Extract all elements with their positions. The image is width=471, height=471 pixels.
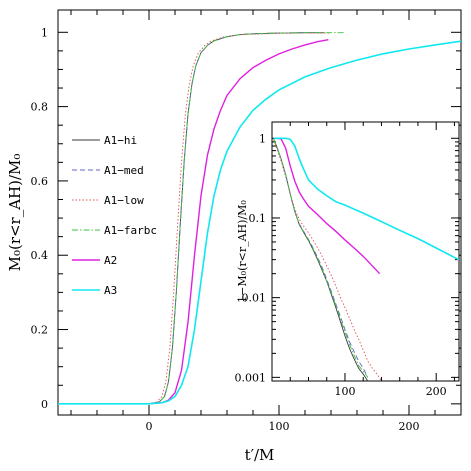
inset-plot-frame (271, 121, 460, 382)
y-tick-label: 1 (41, 26, 48, 39)
inset-series-line-a2 (273, 137, 381, 275)
series-line-a3 (58, 40, 461, 405)
y-tick-label: 0.6 (31, 175, 49, 188)
inset-plot: 100 200 1 0.1 0.01 0.001 1−M₀(r<r_AH)/M₀ (235, 121, 460, 398)
legend: A1−hi A1−med A1−low A1−farbc A2 A3 (72, 134, 157, 297)
inset-series-line-a1-low (273, 139, 382, 381)
inset-x-tick-label: 200 (426, 385, 447, 398)
y-axis-label: M₀(r<r_AH)/M₀ (6, 154, 24, 272)
inset-y-tick-label: 1 (259, 132, 266, 145)
x-axis-label: t′/M (245, 446, 275, 464)
main-plot-frame (57, 9, 462, 416)
x-tick-label: 200 (399, 420, 420, 433)
x-tick-label: 0 (146, 420, 153, 433)
inset-x-tick-label: 100 (334, 385, 355, 398)
legend-label-a1-low: A1−low (104, 194, 144, 207)
inset-series-line-a3 (273, 137, 459, 261)
legend-label-a1-farbc: A1−farbc (104, 224, 157, 237)
legend-label-a3: A3 (104, 284, 117, 297)
inset-y-axis-label: 1−M₀(r<r_AH)/M₀ (236, 200, 249, 303)
x-tick-label: 100 (269, 420, 290, 433)
inset-series-line-a1-med (273, 139, 369, 378)
inset-series-line-a1-farbc (273, 139, 369, 378)
legend-label-a1-med: A1−med (104, 164, 144, 177)
inset-y-tick-label: 0.1 (249, 212, 267, 225)
y-tick-label: 0 (41, 398, 48, 411)
series-line-a1-med (58, 32, 325, 405)
y-tick-label: 0.8 (31, 101, 49, 114)
legend-label-a1-hi: A1−hi (104, 134, 137, 147)
y-tick-label: 0.4 (31, 249, 49, 262)
inset-y-tick-label: 0.001 (235, 371, 267, 384)
series-line-a2 (58, 39, 329, 405)
main-plot: 0 100 200 0 0.2 0.4 0.6 0.8 1 t′/M M₀(r<r_AH)/M₀ (6, 9, 462, 464)
y-tick-label: 0.2 (31, 324, 49, 337)
series-line-a1-farbc (58, 32, 344, 405)
inset-y-tick-label: 0.01 (242, 292, 267, 305)
legend-label-a2: A2 (104, 254, 117, 267)
